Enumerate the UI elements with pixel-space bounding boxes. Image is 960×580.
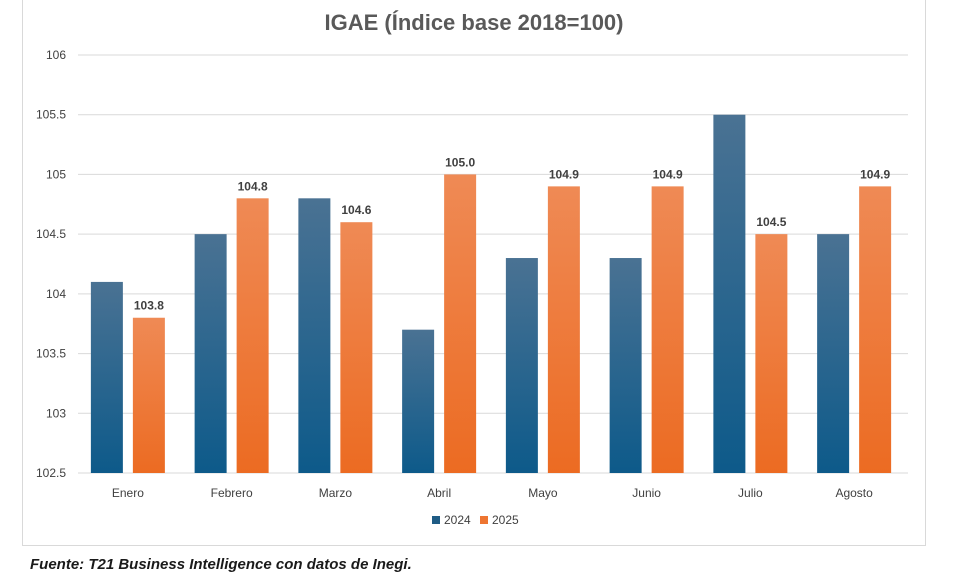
- data-label-2025-marzo: 104.6: [341, 203, 371, 217]
- data-label-2025-abril: 105.0: [445, 155, 475, 169]
- y-axis-ticks: 102.5 103 103.5 104 104.5 105 105.5 106: [36, 48, 66, 480]
- bar-2025-abril: [444, 174, 477, 473]
- y-tick-label: 104.5: [36, 227, 66, 241]
- y-tick-label: 106: [46, 48, 66, 62]
- data-label-2025-julio: 104.5: [756, 215, 786, 229]
- bar-2024-abril: [402, 329, 435, 473]
- bar-2024-agosto: [817, 234, 850, 473]
- category-label: Junio: [632, 486, 661, 500]
- bar-2025-marzo: [340, 222, 373, 473]
- legend: 2024 2025: [432, 513, 519, 527]
- y-tick-label: 105.5: [36, 108, 66, 122]
- legend-label-2025: 2025: [492, 513, 519, 527]
- category-label: Enero: [112, 486, 144, 500]
- category-label: Agosto: [835, 486, 873, 500]
- bar-2025-febrero: [236, 198, 269, 474]
- category-label: Mayo: [528, 486, 558, 500]
- data-label-2025-febrero: 104.8: [238, 179, 268, 193]
- legend-swatch-2024: [432, 516, 440, 524]
- data-label-2025-mayo: 104.9: [549, 167, 579, 181]
- category-label: Julio: [738, 486, 763, 500]
- y-tick-label: 103.5: [36, 347, 66, 361]
- bar-2024-mayo: [505, 258, 538, 473]
- bar-2025-mayo: [547, 186, 580, 473]
- legend-label-2024: 2024: [444, 513, 471, 527]
- bar-2024-julio: [713, 114, 746, 473]
- chart-title: IGAE (Índice base 2018=100): [325, 10, 624, 35]
- y-tick-label: 105: [46, 167, 66, 181]
- y-tick-label: 104: [46, 287, 66, 301]
- bar-2024-junio: [609, 258, 642, 473]
- bars: [90, 114, 892, 474]
- data-label-2025-agosto: 104.9: [860, 167, 890, 181]
- bar-2025-julio: [755, 234, 788, 473]
- data-label-2025-junio: 104.9: [653, 167, 683, 181]
- y-tick-label: 103: [46, 406, 66, 420]
- bar-chart: IGAE (Índice base 2018=100) 102.5 103 103.…: [36, 10, 908, 527]
- legend-swatch-2025: [480, 516, 488, 524]
- bar-2025-enero: [132, 317, 165, 473]
- data-label-2025-enero: 103.8: [134, 299, 164, 313]
- x-axis-categories: Enero Febrero Marzo Abril Mayo Junio Julio Agos…: [112, 486, 873, 500]
- source-note: Fuente: T21 Business Intelligence con da…: [30, 556, 412, 573]
- data-labels: 103.8 104.8 104.6 105.0 104.9 104.9 104.5 104.9: [134, 155, 891, 312]
- category-label: Marzo: [319, 486, 353, 500]
- category-label: Febrero: [211, 486, 253, 500]
- bar-2025-junio: [651, 186, 684, 473]
- category-label: Abril: [427, 486, 451, 500]
- bar-2024-enero: [90, 281, 123, 473]
- bar-2024-marzo: [298, 198, 331, 474]
- y-tick-label: 102.5: [36, 466, 66, 480]
- bar-2024-febrero: [194, 234, 227, 473]
- bar-2025-agosto: [859, 186, 892, 473]
